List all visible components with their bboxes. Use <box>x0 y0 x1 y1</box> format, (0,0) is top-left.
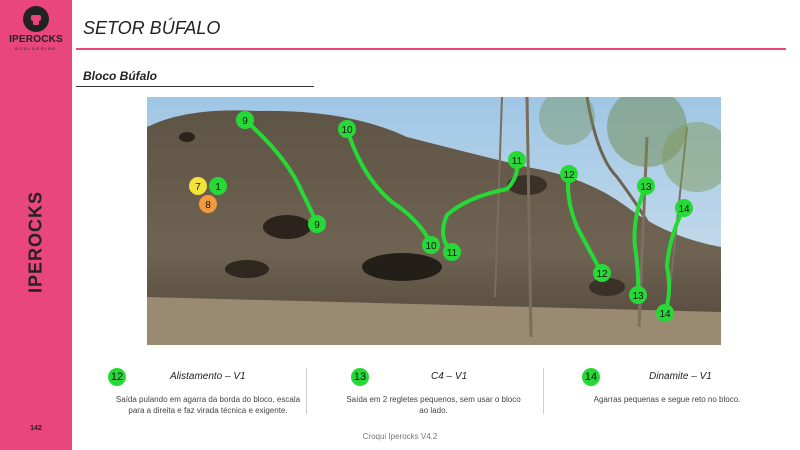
marker-label: 14 <box>678 204 690 215</box>
marker-label: 14 <box>659 309 671 320</box>
marker-label: 12 <box>596 269 608 280</box>
route-marker: 7 <box>189 177 207 195</box>
marker-label: 12 <box>563 170 575 181</box>
route-marker: 14 <box>656 304 674 322</box>
route-marker: 8 <box>199 195 217 213</box>
marker-label: 13 <box>632 291 644 302</box>
brand-logo: IPEROCKS BOULDERING <box>0 6 72 51</box>
route-description: Agarras pequenas e segue reto no bloco. <box>593 395 741 404</box>
boulder-photo: 9 9 10 10 11 11 <box>147 97 721 345</box>
marker-label: 13 <box>640 182 652 193</box>
route-markers: 9 9 10 10 11 11 <box>189 111 693 322</box>
page-number: 142 <box>30 425 42 432</box>
route-card-13: 13 C4 – V1 Saída em 2 regletes pequenos,… <box>346 368 521 428</box>
route-name: Dinamite – V1 <box>649 371 712 382</box>
marker-label: 8 <box>205 200 211 211</box>
route-card-12: 12 Alistamento – V1 Saída pulando em aga… <box>108 368 308 428</box>
route-line-14 <box>663 206 686 315</box>
marker-label: 7 <box>195 182 201 193</box>
route-marker: 12 <box>593 264 611 282</box>
block-title: Bloco Búfalo <box>83 69 157 83</box>
route-marker: 11 <box>443 243 461 261</box>
route-line-11 <box>441 158 520 254</box>
route-line-12 <box>566 172 604 275</box>
marker-label: 9 <box>242 116 248 127</box>
route-line-9 <box>243 118 319 226</box>
route-marker: 10 <box>338 120 356 138</box>
route-marker: 13 <box>629 286 647 304</box>
route-line-10 <box>345 127 433 247</box>
block-underline <box>76 86 314 87</box>
marker-label: 11 <box>447 248 458 259</box>
marker-label: 9 <box>314 220 320 231</box>
route-divider <box>306 368 307 414</box>
footer-version: Croqui Iperocks V4.2 <box>362 432 438 441</box>
brand-name: IPEROCKS <box>9 34 63 45</box>
brand-subtitle: BOULDERING <box>15 46 57 51</box>
route-marker: 1 <box>209 177 227 195</box>
route-marker: 14 <box>675 199 693 217</box>
route-description: Saída pulando em agarra da borda do bloc… <box>115 395 301 415</box>
route-name: C4 – V1 <box>431 371 468 382</box>
sector-title: SETOR BÚFALO <box>83 18 221 38</box>
route-line-13 <box>632 184 648 297</box>
route-name: Alistamento – V1 <box>170 371 246 382</box>
route-number-badge: 12 <box>108 368 126 386</box>
marker-label: 10 <box>425 241 437 252</box>
route-marker: 9 <box>236 111 254 129</box>
fist-icon <box>23 6 49 32</box>
route-divider <box>543 368 544 414</box>
sidebar: IPEROCKS BOULDERING IPEROCKS 142 <box>0 0 72 450</box>
route-description: Saída em 2 regletes pequenos, sem usar o… <box>346 395 521 415</box>
sidebar-title: IPEROCKS <box>25 190 46 294</box>
route-marker: 13 <box>637 177 655 195</box>
route-number-badge: 14 <box>582 368 600 386</box>
marker-label: 10 <box>341 125 353 136</box>
route-marker: 9 <box>308 215 326 233</box>
marker-label: 1 <box>215 182 221 193</box>
route-marker: 12 <box>560 165 578 183</box>
marker-label: 11 <box>512 156 523 167</box>
route-marker: 10 <box>422 236 440 254</box>
title-divider <box>76 48 786 50</box>
route-marker: 11 <box>508 151 526 169</box>
route-number-badge: 13 <box>351 368 369 386</box>
route-card-14: 14 Dinamite – V1 Agarras pequenas e segu… <box>582 368 752 428</box>
route-lines <box>243 118 686 315</box>
